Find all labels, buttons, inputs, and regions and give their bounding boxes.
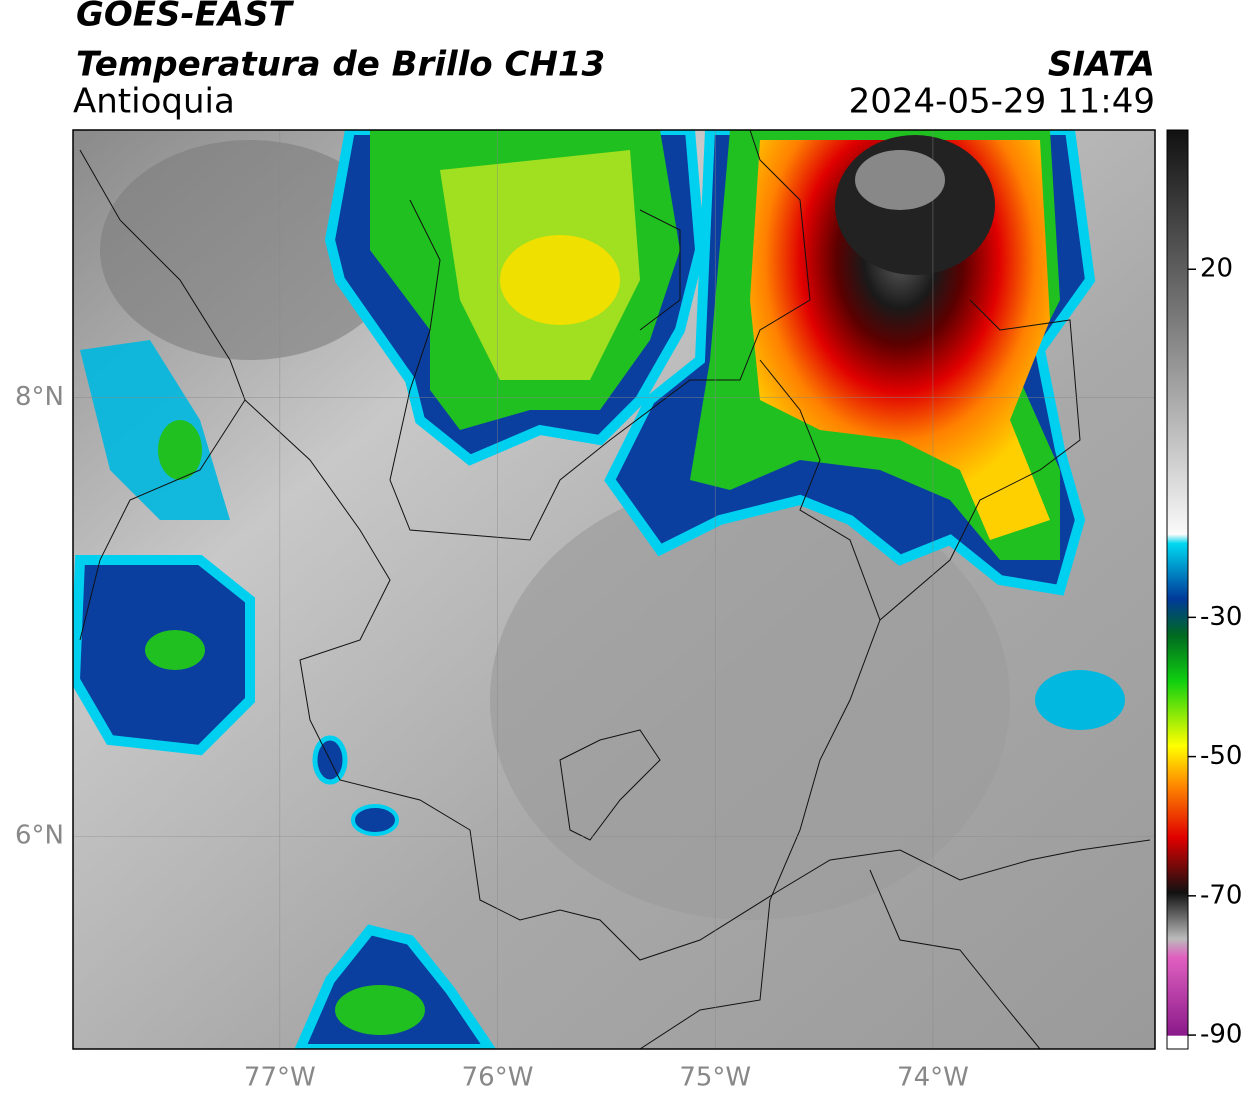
source: SIATA	[1048, 45, 1155, 85]
colorbar-tick-label: -90	[1200, 1020, 1242, 1050]
lat-tick-label: 8°N	[15, 382, 64, 412]
lat-tick-label: 6°N	[15, 821, 64, 851]
colorbar-tick-label: -50	[1200, 741, 1242, 771]
satellite-image	[73, 130, 1155, 1049]
datetime: 2024-05-29 11:49	[849, 82, 1155, 122]
lon-tick-label: 74°W	[897, 1063, 969, 1093]
region: Antioquia	[73, 82, 235, 122]
lon-tick-label: 77°W	[244, 1063, 316, 1093]
lon-tick-label: 75°W	[679, 1063, 751, 1093]
colorbar-tick-label: -70	[1200, 880, 1242, 910]
map-frame	[72, 129, 1156, 1050]
lon-tick-label: 76°W	[462, 1063, 534, 1093]
colorbar-tick-label: 20	[1200, 254, 1233, 284]
graticule	[73, 130, 1155, 1049]
colorbar-tick-label: -30	[1200, 602, 1242, 632]
colorbar	[1166, 129, 1189, 1050]
title: GOES-EAST	[76, 0, 295, 35]
subtitle: Temperatura de Brillo CH13	[76, 45, 605, 85]
